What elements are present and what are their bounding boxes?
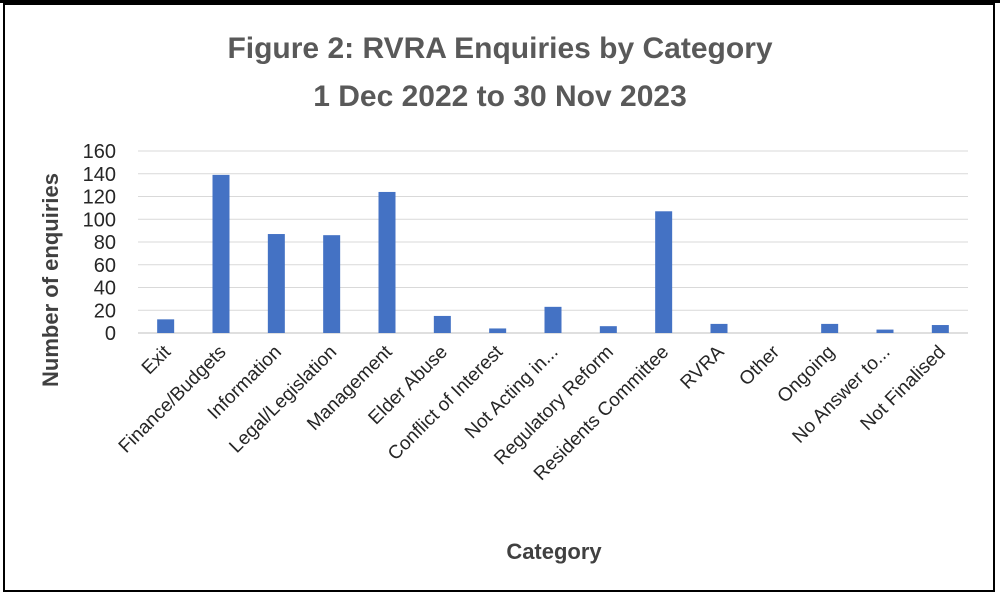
y-tick-label: 20 <box>94 300 116 322</box>
chart-subtitle: 1 Dec 2022 to 30 Nov 2023 <box>313 80 687 113</box>
bar <box>433 315 451 333</box>
bar <box>931 325 949 333</box>
bar <box>378 191 396 333</box>
bar <box>267 234 285 333</box>
y-tick-label: 0 <box>105 323 116 345</box>
bar <box>710 323 728 333</box>
x-axis-categories: ExitFinance/BudgetsInformationLegal/Legi… <box>115 341 950 485</box>
bar <box>544 306 562 333</box>
category-label: No Answer to... <box>789 342 895 448</box>
category-label: RVRA <box>677 341 729 393</box>
category-label: Other <box>735 341 784 390</box>
y-tick-label: 140 <box>83 164 116 186</box>
chart-frame <box>3 3 995 592</box>
bars <box>157 174 949 333</box>
gridlines <box>138 150 968 334</box>
y-tick-label: 40 <box>94 278 116 300</box>
bar <box>655 211 673 333</box>
y-axis-label: Number of enquiries <box>38 173 63 387</box>
x-axis-label: Category <box>506 539 602 564</box>
y-tick-label: 160 <box>83 141 116 163</box>
top-border-line <box>0 0 1000 3</box>
bar <box>212 174 230 333</box>
bar <box>876 329 894 333</box>
bar <box>599 326 617 333</box>
y-tick-label: 100 <box>83 209 116 231</box>
bar <box>323 235 341 333</box>
y-tick-label: 60 <box>94 255 116 277</box>
bar <box>157 319 175 333</box>
chart-title: Figure 2: RVRA Enquiries by Category <box>227 32 772 65</box>
y-tick-label: 80 <box>94 232 116 254</box>
bar <box>489 328 507 333</box>
y-tick-label: 120 <box>83 187 116 209</box>
category-label: Exit <box>138 341 176 379</box>
bar <box>821 323 839 333</box>
